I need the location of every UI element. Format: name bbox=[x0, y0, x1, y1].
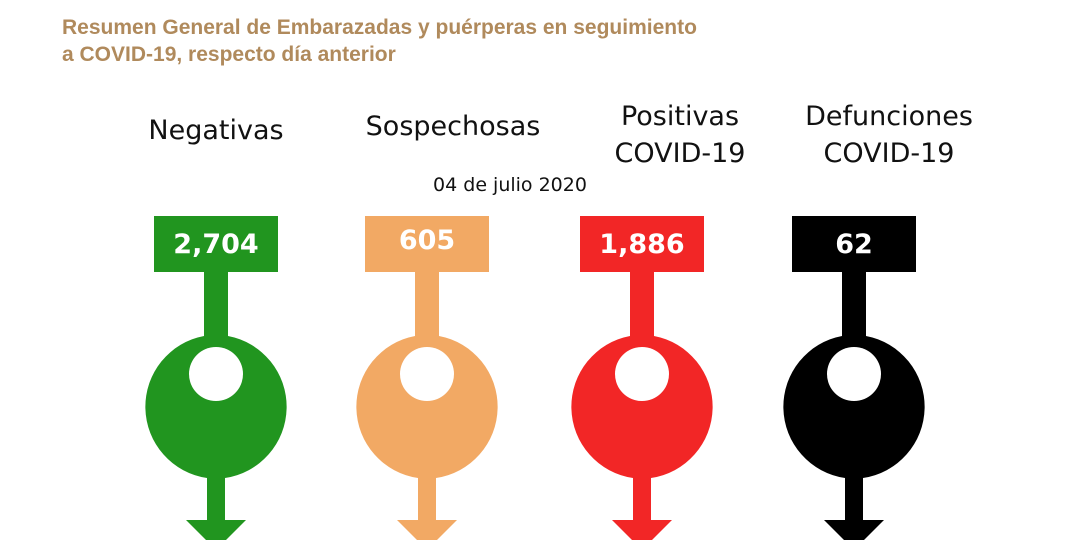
value-negativas: 2,704 bbox=[173, 228, 259, 260]
hole-circle bbox=[400, 347, 454, 401]
value-box: 2,704 bbox=[154, 216, 278, 272]
figure-sospechosas: 605 bbox=[341, 210, 521, 540]
figure-defunciones: 62 bbox=[768, 210, 948, 540]
arrow-circle-icon bbox=[356, 216, 498, 540]
value-box: 1,886 bbox=[580, 216, 704, 272]
page-title: Resumen General de Embarazadas y puérper… bbox=[62, 14, 697, 68]
value-box: 605 bbox=[365, 212, 489, 268]
label-positivas-line-1: Positivas bbox=[620, 101, 740, 132]
value-defunciones: 62 bbox=[835, 228, 873, 260]
label-sospechosas: Sospechosas bbox=[333, 108, 573, 145]
label-sospechosas-line-1: Sospechosas bbox=[365, 111, 541, 142]
label-defunciones-line-2: COVID-19 bbox=[823, 138, 955, 169]
label-defunciones: Defunciones COVID-19 bbox=[769, 98, 1009, 172]
label-negativas: Negativas bbox=[96, 112, 336, 149]
label-positivas-line-2: COVID-19 bbox=[614, 138, 746, 169]
figure-negativas: 2,704 bbox=[130, 210, 310, 540]
hole-circle bbox=[827, 347, 881, 401]
page-title-line-1: Resumen General de Embarazadas y puérper… bbox=[62, 16, 697, 39]
value-sospechosas: 605 bbox=[398, 224, 456, 256]
page-title-line-2: a COVID-19, respecto día anterior bbox=[62, 43, 396, 66]
value-positivas: 1,886 bbox=[599, 228, 685, 260]
label-negativas-line-1: Negativas bbox=[148, 115, 284, 146]
hole-circle bbox=[189, 347, 243, 401]
label-defunciones-line-1: Defunciones bbox=[805, 101, 973, 132]
figure-positivas: 1,886 bbox=[556, 210, 736, 540]
arrow-circle-icon bbox=[145, 216, 287, 540]
label-positivas: Positivas COVID-19 bbox=[560, 98, 800, 172]
arrow-circle-icon bbox=[571, 216, 713, 540]
value-box: 62 bbox=[792, 216, 916, 272]
report-date: 04 de julio 2020 bbox=[433, 174, 587, 196]
arrow-circle-icon bbox=[783, 216, 925, 540]
hole-circle bbox=[615, 347, 669, 401]
